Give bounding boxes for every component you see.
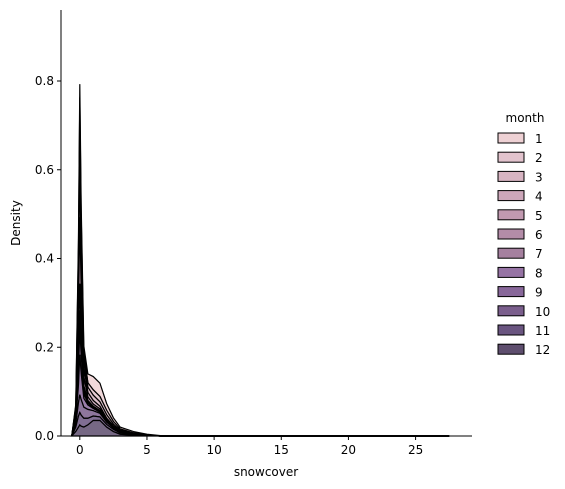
legend-swatch-month-7 bbox=[497, 247, 525, 259]
density-layer-month-3 bbox=[71, 124, 450, 437]
density-layer-month-6 bbox=[71, 283, 450, 437]
legend-title: month bbox=[506, 111, 545, 125]
y-tick-label: 0.0 bbox=[35, 429, 54, 443]
legend-label-month-1: 1 bbox=[535, 132, 543, 146]
legend-label-month-7: 7 bbox=[535, 247, 543, 261]
legend-swatch-month-12 bbox=[497, 343, 525, 355]
legend-label-month-6: 6 bbox=[535, 228, 543, 242]
density-layer-month-9 bbox=[71, 354, 450, 437]
legend-label-month-12: 12 bbox=[535, 343, 550, 357]
density-layer-month-1 bbox=[71, 84, 450, 437]
legend-label-month-2: 2 bbox=[535, 151, 543, 165]
legend-label-month-11: 11 bbox=[535, 324, 550, 338]
density-layer-month-2 bbox=[71, 97, 450, 437]
legend-swatch-month-5 bbox=[497, 209, 525, 221]
legend-label-month-9: 9 bbox=[535, 286, 543, 300]
legend-swatch-month-1 bbox=[497, 132, 525, 144]
x-tick-label: 5 bbox=[143, 443, 151, 457]
legend-label-month-10: 10 bbox=[535, 305, 550, 319]
density-layer-month-4 bbox=[71, 163, 450, 437]
density-layers bbox=[70, 84, 450, 437]
x-axis-label: snowcover bbox=[234, 465, 298, 479]
legend-label-month-3: 3 bbox=[535, 170, 543, 184]
y-tick-label: 0.8 bbox=[35, 74, 54, 88]
legend-swatch-month-4 bbox=[497, 190, 525, 202]
legend-label-month-5: 5 bbox=[535, 209, 543, 223]
x-tick-label: 20 bbox=[341, 443, 356, 457]
y-tick-label: 0.6 bbox=[35, 163, 54, 177]
x-tick-label: 15 bbox=[274, 443, 289, 457]
legend-swatch-month-6 bbox=[497, 228, 525, 240]
x-tick-label: 0 bbox=[76, 443, 84, 457]
legend-label-month-8: 8 bbox=[535, 266, 543, 280]
legend-swatch-month-8 bbox=[497, 266, 525, 278]
x-ticks: 0 5 10 15 20 25 bbox=[76, 436, 423, 457]
y-ticks: 0.0 0.2 0.4 0.6 0.8 bbox=[35, 74, 61, 443]
density-layer-month-7 bbox=[71, 310, 450, 437]
x-tick-label: 10 bbox=[206, 443, 221, 457]
legend-swatch-month-2 bbox=[497, 151, 525, 163]
legend-swatch-month-11 bbox=[497, 324, 525, 336]
density-layer-month-8 bbox=[71, 328, 450, 437]
legend-swatch-month-9 bbox=[497, 286, 525, 298]
legend-swatch-month-10 bbox=[497, 305, 525, 317]
density-layer-month-5 bbox=[71, 217, 450, 437]
legend-swatch-month-3 bbox=[497, 170, 525, 182]
y-tick-label: 0.4 bbox=[35, 252, 54, 266]
y-axis-label: Density bbox=[9, 200, 23, 246]
x-tick-label: 25 bbox=[408, 443, 423, 457]
legend-label-month-4: 4 bbox=[535, 190, 543, 204]
y-tick-label: 0.2 bbox=[35, 340, 54, 354]
